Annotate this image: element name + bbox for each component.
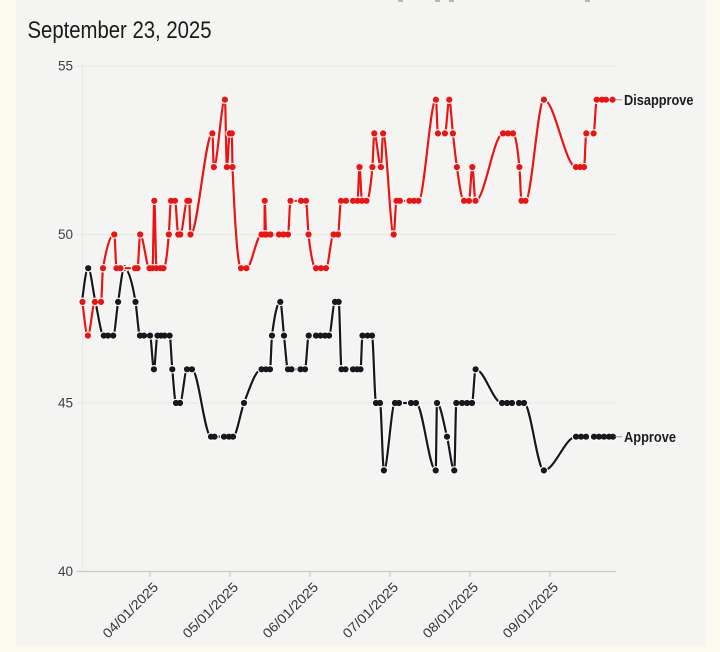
svg-text:Approve: Approve <box>624 430 676 446</box>
svg-text:55: 55 <box>58 59 73 74</box>
svg-text:08/01/2025: 08/01/2025 <box>420 580 482 642</box>
svg-text:05/01/2025: 05/01/2025 <box>180 580 242 642</box>
svg-text:40: 40 <box>58 564 73 579</box>
svg-text:09/01/2025: 09/01/2025 <box>500 580 562 642</box>
svg-text:07/01/2025: 07/01/2025 <box>340 580 402 642</box>
svg-text:50: 50 <box>58 227 73 242</box>
svg-text:45: 45 <box>58 396 73 411</box>
svg-text:06/01/2025: 06/01/2025 <box>260 580 322 642</box>
svg-text:04/01/2025: 04/01/2025 <box>100 580 162 642</box>
svg-text:September 23, 2025: September 23, 2025 <box>28 17 212 44</box>
svg-text:Disapprove: Disapprove <box>624 93 694 109</box>
